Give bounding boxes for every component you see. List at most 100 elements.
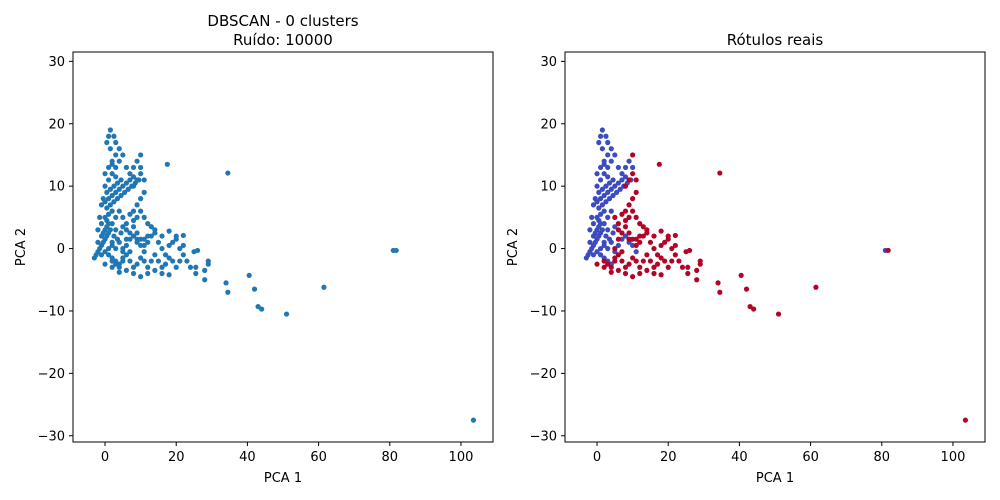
dbscan-point [393,247,399,254]
true-labels-point [590,252,597,258]
true-labels-ytick-label: 30 [540,55,557,70]
dbscan-point [116,269,122,275]
dbscan-point [104,189,110,195]
dbscan-point [130,217,137,224]
true-labels-point [640,224,646,230]
dbscan-point [470,417,477,423]
dbscan-point [97,214,103,220]
dbscan-point [123,164,129,171]
true-labels-point [633,258,639,264]
true-labels-point [617,186,623,192]
dbscan-point [177,245,183,252]
true-labels-point [630,152,636,158]
dbscan-point [122,189,128,195]
dbscan-point [145,221,151,227]
true-labels-point [637,233,643,239]
true-labels-point [605,214,611,220]
dbscan-point [134,236,140,242]
dbscan-point [138,208,144,214]
dbscan-ytick-label: 30 [48,55,65,70]
true-labels-point [676,258,682,264]
dbscan-point [166,228,172,234]
true-labels-point [717,289,723,295]
dbscan-point [184,258,190,264]
dbscan-point [134,230,140,236]
true-labels-xtick-label: 40 [731,450,748,465]
true-labels-point [601,258,607,264]
dbscan-point [109,258,115,264]
true-labels-point [619,258,625,264]
dbscan-ytick-label: 0 [57,242,65,257]
dbscan-point [138,152,144,158]
true-labels-point [665,236,671,242]
dbscan-title-line2: Ruído: 10000 [233,31,333,49]
dbscan-point [114,180,121,186]
dbscan-point [127,211,133,217]
dbscan-point [98,252,105,258]
dbscan-point [130,224,137,230]
true-labels-ytick-label: 10 [540,180,557,195]
dbscan-point [141,242,147,249]
true-labels-point [592,196,598,202]
true-labels-point [615,236,621,242]
dbscan-point [141,249,147,255]
dbscan-point [141,258,147,264]
true-labels-point [672,242,678,249]
true-labels-point [599,186,605,192]
true-labels-point [612,255,618,261]
true-labels-xlabel: PCA 1 [756,471,794,486]
true-labels-point [630,255,636,261]
dbscan-point [134,214,140,220]
true-labels-point [610,192,616,199]
true-labels-point [605,164,611,171]
dbscan-xtick-label: 20 [168,450,185,465]
dbscan-point [127,177,133,183]
dbscan-point [321,284,327,290]
dbscan-point [166,242,172,249]
true-labels-point [619,211,625,217]
dbscan-point [225,170,231,176]
dbscan-point [187,264,194,270]
true-labels-point [633,177,639,183]
true-labels-point [596,217,602,224]
true-labels-point [658,255,664,261]
dbscan-point [105,177,112,183]
dbscan-point [159,245,165,252]
dbscan-point [130,208,137,214]
true-labels-point [590,202,597,208]
true-labels-point [622,224,629,230]
dbscan-point [116,208,122,214]
true-labels-point [694,277,700,283]
true-labels-point [597,133,604,139]
true-labels-point [599,227,605,233]
true-labels-point [608,146,614,152]
dbscan-point [251,286,258,292]
dbscan-xtick-label: 40 [239,450,256,465]
dbscan-point [118,177,124,183]
dbscan-point [125,186,131,192]
true-labels-point [603,199,609,205]
dbscan-point [98,202,105,208]
true-labels-point [697,261,703,267]
true-labels-point [597,211,604,217]
true-labels-point [622,164,629,171]
true-labels-point [594,171,600,177]
true-labels-point [612,152,618,158]
true-labels-point [672,252,678,258]
dbscan-point [100,230,106,236]
true-labels-point [885,247,891,254]
true-labels-point [587,239,593,245]
true-labels-point [597,252,604,258]
dbscan-point [113,189,119,195]
true-labels-points [583,127,969,423]
true-labels-point [592,230,598,236]
dbscan-point [123,236,129,242]
true-labels-point [603,233,609,239]
dbscan-point [111,133,117,139]
true-labels-point [614,189,620,195]
true-labels-point [615,227,621,233]
true-labels-point [630,171,636,177]
dbscan-point [102,183,108,189]
true-labels-point [630,196,636,202]
